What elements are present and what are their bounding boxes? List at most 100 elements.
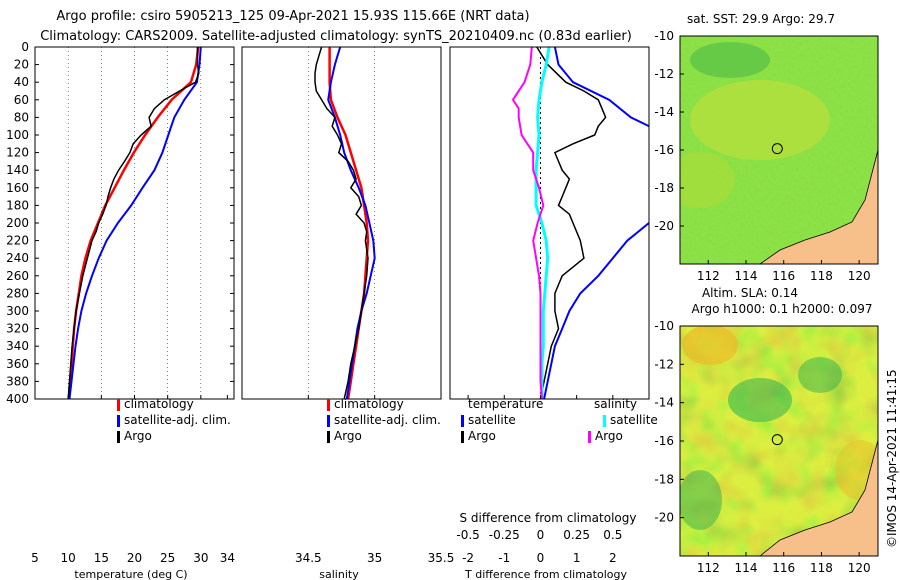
difference-panel: temperature salinity satellite Argo sate… bbox=[449, 46, 658, 580]
map-lon-tick: 116 bbox=[772, 269, 795, 283]
depth-tick: 340 bbox=[6, 339, 29, 353]
difference-legend: temperature salinity satellite Argo sate… bbox=[461, 397, 658, 443]
sst-map-panel: sat. SST: 29.9 Argo: 29.7 112 114 116 118 12… bbox=[654, 12, 879, 283]
map-lat-tick: -16 bbox=[654, 434, 674, 448]
imos-credit: ©IMOS 14-Apr-2021 11:41:15 bbox=[885, 369, 899, 548]
sla-map-panel: Altim. SLA: 0.14 Argo h1000: 0.1 h2000: … bbox=[654, 286, 879, 575]
land bbox=[760, 150, 878, 264]
t-diff-x-tick: 0 bbox=[537, 551, 545, 565]
temperature-satellite-line bbox=[68, 47, 202, 399]
t-diff-x-tick: 1 bbox=[573, 551, 581, 565]
t-diff-x-tick: 2 bbox=[609, 551, 617, 565]
depth-tick: 120 bbox=[6, 146, 29, 160]
map-lon-tick: 118 bbox=[810, 561, 833, 575]
s-diff-satellite-line bbox=[534, 47, 551, 399]
legend-satellite-adj: satellite-adj. clim. bbox=[334, 413, 441, 427]
legend-climatology: climatology bbox=[334, 397, 404, 411]
s-diff-tick: 0.25 bbox=[563, 528, 590, 542]
depth-tick: 380 bbox=[6, 374, 29, 388]
salinity-x-tick: 35.5 bbox=[428, 551, 455, 565]
s-diff-argo-line bbox=[511, 47, 545, 399]
map-lat-tick: -10 bbox=[654, 29, 674, 43]
t-diff-x-label: T difference from climatology bbox=[464, 568, 627, 580]
legend-title-temperature: temperature bbox=[468, 397, 543, 411]
depth-tick: 20 bbox=[14, 58, 29, 72]
argo-position-marker bbox=[771, 143, 783, 155]
s-diff-tick-labels: -0.5 -0.25 0 0.25 0.5 bbox=[456, 528, 622, 542]
depth-tick: 260 bbox=[6, 269, 29, 283]
depth-tick: 100 bbox=[6, 128, 29, 142]
map-lat-tick: -14 bbox=[654, 396, 674, 410]
temperature-legend: climatology satellite-adj. clim. Argo bbox=[117, 397, 231, 443]
salinity-x-tick: 34.5 bbox=[295, 551, 322, 565]
map-lon-tick: 114 bbox=[735, 561, 758, 575]
temperature-x-tick: 5 bbox=[31, 551, 39, 565]
depth-tick: 140 bbox=[6, 163, 29, 177]
depth-tick: 300 bbox=[6, 304, 29, 318]
map-lat-tick: -20 bbox=[654, 219, 674, 233]
legend-climatology: climatology bbox=[124, 397, 194, 411]
depth-tick-labels: 0 20 40 60 80 100 120 140 160 180 200 220 240 260 280 3… bbox=[6, 40, 234, 406]
map-lon-tick: 120 bbox=[848, 269, 871, 283]
depth-tick: 60 bbox=[14, 93, 29, 107]
temperature-x-tick: 15 bbox=[94, 551, 109, 565]
temperature-x-tick-labels: 5 10 15 20 25 30 34 bbox=[31, 395, 235, 565]
depth-tick: 180 bbox=[6, 198, 29, 212]
depth-tick: 220 bbox=[6, 234, 29, 248]
s-diff-axis-label: S difference from climatology bbox=[460, 511, 637, 525]
legend-s-satellite: satellite bbox=[610, 413, 658, 427]
legend-title-salinity: salinity bbox=[594, 397, 637, 411]
map-lat-tick: -16 bbox=[654, 143, 674, 157]
map-lat-tick: -20 bbox=[654, 511, 674, 525]
temperature-x-label: temperature (deg C) bbox=[74, 568, 187, 580]
t-diff-satellite-line bbox=[543, 47, 649, 399]
sla-map-title-2: Argo h1000: 0.1 h2000: 0.097 bbox=[692, 302, 873, 316]
map-lon-tick: 120 bbox=[848, 561, 871, 575]
legend-argo: Argo bbox=[124, 429, 152, 443]
legend-s-argo: Argo bbox=[595, 429, 623, 443]
title-line-1: Argo profile: csiro 5905213_125 09-Apr-2… bbox=[56, 9, 529, 24]
map-lat-tick: -12 bbox=[654, 67, 674, 81]
map-lon-tick: 114 bbox=[735, 269, 758, 283]
temperature-x-tick: 20 bbox=[127, 551, 142, 565]
t-diff-x-tick: -1 bbox=[498, 551, 510, 565]
legend-t-argo: Argo bbox=[468, 429, 496, 443]
map-lon-tick: 112 bbox=[697, 561, 720, 575]
depth-tick: 40 bbox=[14, 75, 29, 89]
map-lon-tick: 116 bbox=[772, 561, 795, 575]
depth-tick: 280 bbox=[6, 286, 29, 300]
s-diff-tick: 0 bbox=[537, 528, 545, 542]
salinity-x-tick: 35 bbox=[367, 551, 382, 565]
depth-tick: 200 bbox=[6, 216, 29, 230]
salinity-argo-line bbox=[314, 47, 369, 399]
map-lat-tick: -18 bbox=[654, 472, 674, 486]
sst-map-title: sat. SST: 29.9 Argo: 29.7 bbox=[687, 12, 835, 26]
t-diff-argo-line bbox=[536, 47, 607, 399]
depth-tick: 360 bbox=[6, 357, 29, 371]
temperature-x-tick: 30 bbox=[193, 551, 208, 565]
legend-argo: Argo bbox=[334, 429, 362, 443]
land bbox=[760, 440, 878, 556]
title-line-2: Climatology: CARS2009. Satellite-adjuste… bbox=[40, 29, 632, 44]
depth-tick: 240 bbox=[6, 251, 29, 265]
s-diff-tick: -0.5 bbox=[456, 528, 479, 542]
map-lon-tick: 118 bbox=[810, 269, 833, 283]
sla-map-title-1: Altim. SLA: 0.14 bbox=[702, 286, 798, 300]
temperature-x-tick: 34 bbox=[220, 551, 235, 565]
map-lat-tick: -10 bbox=[654, 319, 674, 333]
depth-tick: 160 bbox=[6, 181, 29, 195]
temperature-x-tick: 10 bbox=[61, 551, 76, 565]
argo-position-marker bbox=[771, 434, 783, 446]
t-diff-x-tick: -2 bbox=[462, 551, 474, 565]
s-diff-tick: -0.25 bbox=[489, 528, 520, 542]
map-lon-tick: 112 bbox=[697, 269, 720, 283]
map-lat-tick: -18 bbox=[654, 181, 674, 195]
temperature-panel: 0 20 40 60 80 100 120 140 160 180 200 220 240 260 280 3… bbox=[6, 40, 235, 580]
salinity-x-label: salinity bbox=[319, 568, 359, 580]
map-lat-tick: -14 bbox=[654, 105, 674, 119]
salinity-legend: climatology satellite-adj. clim. Argo bbox=[327, 397, 441, 443]
map-lat-tick: -12 bbox=[654, 357, 674, 371]
t-diff-x-tick-labels: -2 -1 0 1 2 bbox=[462, 395, 617, 565]
s-diff-tick: 0.5 bbox=[603, 528, 622, 542]
